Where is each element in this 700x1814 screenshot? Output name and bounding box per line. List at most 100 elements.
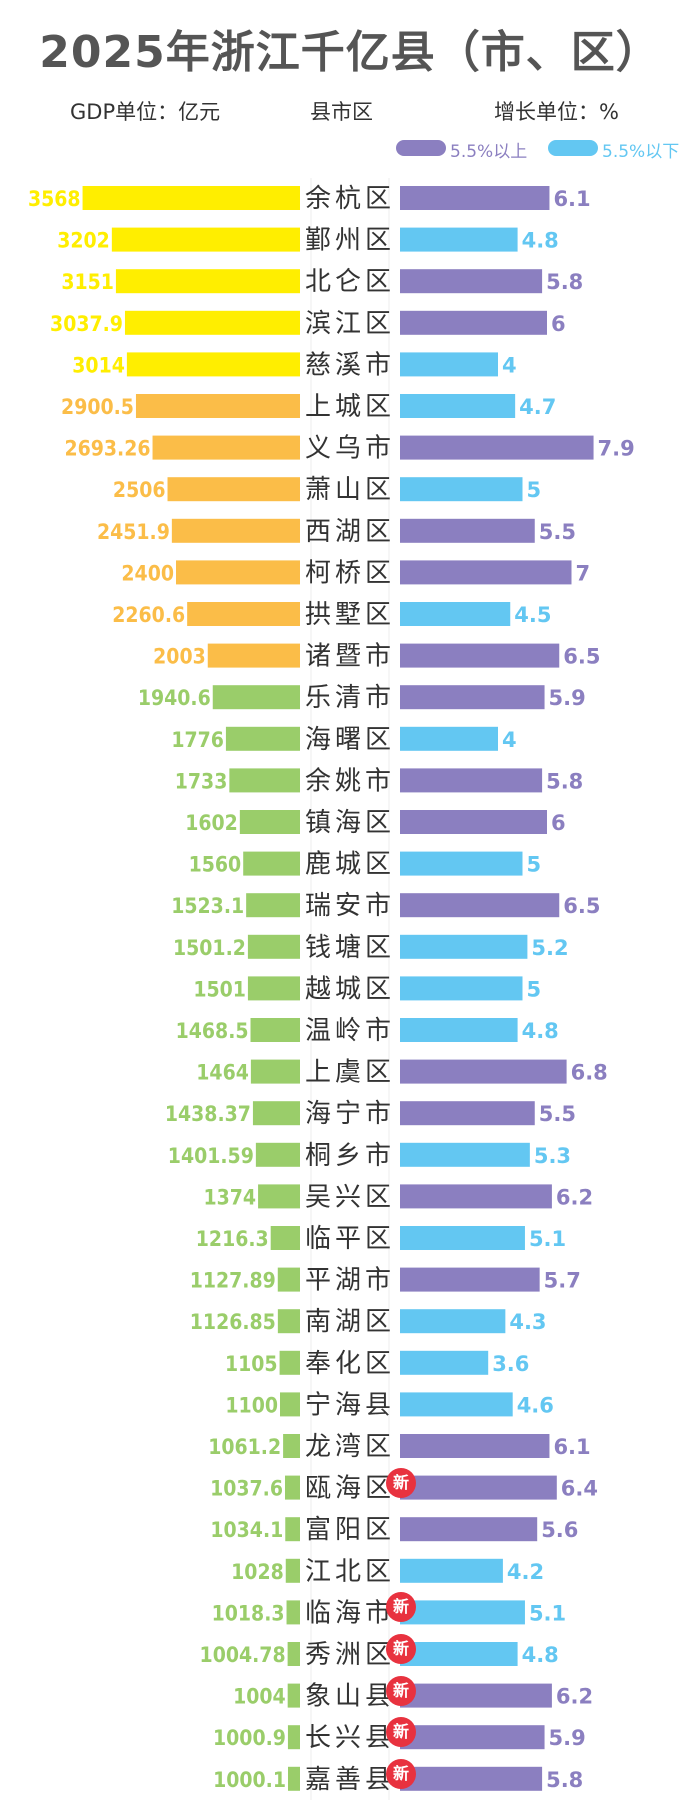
growth-value-label: 4.5 [514,603,551,627]
growth-bar [400,269,543,294]
gdp-bar [252,1101,300,1126]
region-name: 长兴县 [305,1723,395,1753]
growth-value-label: 5.8 [546,1768,583,1792]
gdp-value-label: 1028 [231,1560,284,1584]
gdp-value-label: 3151 [61,270,114,294]
gdp-value-label: 2506 [113,478,166,502]
growth-value-label: 5.2 [531,936,568,960]
region-name: 瓯海区 [305,1474,395,1504]
growth-value-label: 4.8 [522,1643,559,1667]
gdp-bar [258,1184,300,1209]
growth-bar [400,893,560,918]
growth-bar [400,1475,557,1500]
legend-label-high: 5.5%以上 [450,142,528,162]
legend-swatch-low [548,140,598,156]
gdp-value-label: 1464 [196,1061,249,1085]
gdp-value-label: 1061.2 [208,1435,281,1459]
region-name: 拱墅区 [305,600,395,630]
gdp-value-label: 1401.59 [168,1144,254,1168]
gdp-bar [229,768,300,793]
growth-bar [400,1766,543,1791]
growth-bar [400,1392,513,1417]
growth-bar [400,1059,567,1084]
gdp-value-label: 2003 [153,645,206,669]
growth-bar [400,643,560,668]
gdp-bar [243,851,300,876]
growth-bar [400,1309,506,1334]
growth-value-label: 4.7 [519,395,556,419]
growth-value-label: 6 [551,811,566,835]
gdp-bar [279,1350,300,1375]
gdp-value-label: 1733 [175,769,228,793]
growth-value-label: 6.1 [553,187,590,211]
gdp-value-label: 1000.9 [213,1726,286,1750]
gdp-value-label: 1438.37 [165,1102,251,1126]
region-name: 象山县 [305,1682,395,1712]
gdp-value-label: 2900.5 [61,395,134,419]
gdp-bar [250,1018,300,1042]
growth-bar [400,810,547,834]
growth-bar [400,477,523,502]
gdp-bar [277,1267,300,1292]
growth-bar [400,1142,530,1167]
growth-value-label: 5.8 [546,270,583,294]
gdp-value-label: 1126.85 [190,1310,276,1334]
gdp-bar [167,477,300,502]
region-name: 鹿城区 [305,850,395,880]
region-name: 滨江区 [305,309,395,339]
gdp-bar [287,1725,300,1750]
gdp-bar [284,1475,300,1500]
gdp-bar [270,1226,300,1250]
gdp-bar [246,893,300,918]
growth-value-label: 5.5 [539,520,576,544]
region-name: 乐清市 [305,683,395,713]
growth-value-label: 6.5 [563,645,600,669]
gdp-value-label: 3202 [57,229,110,253]
growth-bar [400,1101,535,1126]
growth-bar [400,1267,540,1292]
new-entry-badge: 新 [386,1758,416,1789]
growth-value-label: 4.2 [507,1560,544,1584]
growth-value-label: 4.8 [522,229,559,253]
growth-bar [400,1517,538,1542]
region-name: 吴兴区 [305,1182,395,1212]
new-entry-badge: 新 [386,1717,416,1748]
growth-bar [400,394,516,418]
gdp-value-label: 1127.89 [190,1269,276,1293]
gdp-value-label: 1037.6 [210,1477,283,1501]
gdp-value-label: 1004 [233,1685,286,1709]
gdp-value-label: 1776 [171,728,224,752]
region-name: 海宁市 [305,1099,395,1129]
gdp-bar [126,352,300,377]
region-name: 瑞安市 [305,891,395,921]
growth-value-label: 6.2 [556,1185,593,1209]
region-name: 余杭区 [305,184,395,214]
region-name: 嘉善县 [305,1765,395,1795]
gdp-bar [212,685,300,710]
gdp-value-label: 2260.6 [112,603,185,627]
gdp-bar [135,394,300,418]
gdp-value-label: 2400 [121,561,174,585]
gdp-value-label: 1468.5 [176,1019,249,1043]
growth-bar [400,726,498,751]
gdp-value-label: 2693.26 [64,437,150,461]
growth-value-label: 6.1 [553,1435,590,1459]
gdp-value-label: 1004.78 [200,1643,286,1667]
region-name: 萧山区 [305,475,395,505]
gdp-bar [111,227,300,252]
gdp-value-label: 3568 [28,187,81,211]
growth-value-label: 6.4 [561,1477,598,1501]
gdp-value-label: 1560 [189,853,242,877]
growth-bar [400,1683,552,1708]
growth-bar [400,1642,518,1666]
gdp-bar [239,810,300,834]
gdp-bar [152,435,300,460]
gdp-bar [250,1059,300,1084]
growth-value-label: 7 [576,561,591,585]
growth-bar [400,1018,518,1042]
growth-bar [400,768,543,793]
gdp-bar [176,560,300,585]
